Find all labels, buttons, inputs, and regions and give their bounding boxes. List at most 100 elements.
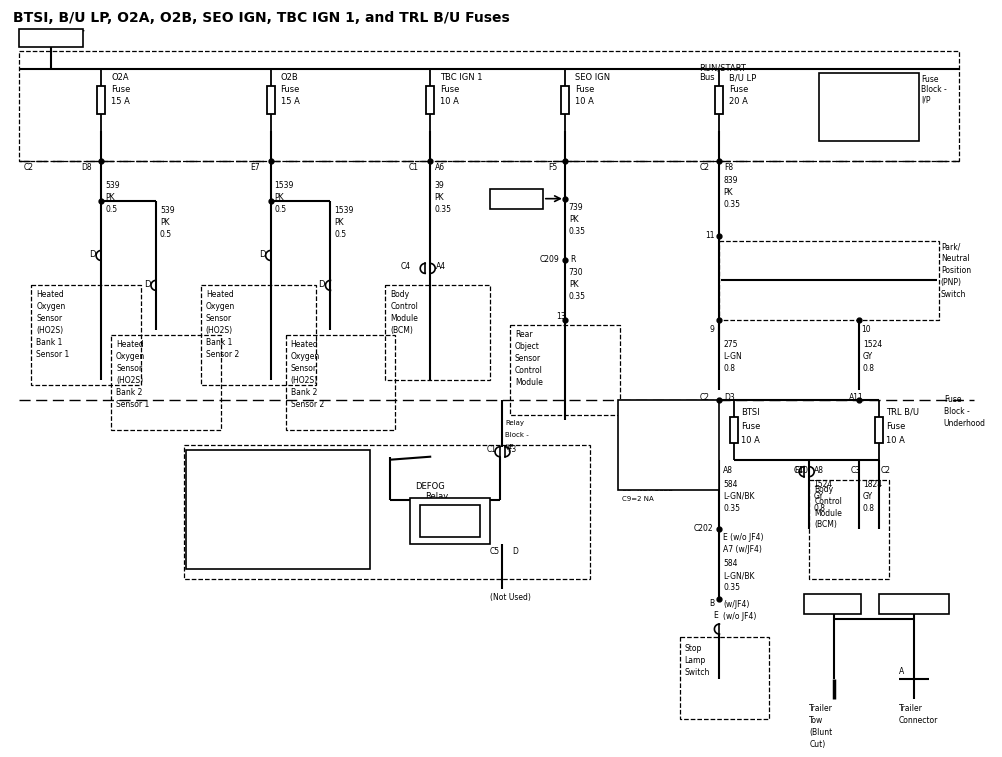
- Text: F3: F3: [507, 445, 516, 453]
- Text: A4: A4: [436, 263, 446, 272]
- Text: 0.5: 0.5: [105, 204, 117, 213]
- Text: L-GN/BK: L-GN/BK: [723, 572, 755, 581]
- Text: D8: D8: [81, 163, 92, 172]
- Text: Module: Module: [391, 314, 418, 323]
- Text: Position: Position: [941, 266, 971, 276]
- Text: Relay: Relay: [425, 491, 449, 500]
- Text: 20 A: 20 A: [729, 97, 748, 106]
- Text: D: D: [512, 547, 518, 556]
- Text: (BCM): (BCM): [391, 326, 413, 335]
- Text: CONN ID: CONN ID: [824, 75, 864, 84]
- Text: Fuse: Fuse: [281, 85, 300, 94]
- Text: Sensor 1: Sensor 1: [116, 400, 149, 409]
- Text: Sensor: Sensor: [291, 364, 317, 373]
- Bar: [810, 480, 889, 579]
- Bar: [286, 335, 396, 430]
- Text: C4=12 BN: C4=12 BN: [824, 117, 864, 126]
- Text: C7=2 BK: C7=2 BK: [621, 475, 652, 481]
- Text: C2: C2: [699, 163, 709, 172]
- Text: C3: C3: [851, 466, 861, 475]
- Text: 0.5: 0.5: [335, 229, 347, 238]
- Text: PK: PK: [335, 217, 344, 226]
- Text: Bus: Bus: [699, 73, 715, 82]
- Text: I/P: I/P: [505, 444, 513, 450]
- Text: Oxygen: Oxygen: [291, 352, 320, 361]
- Text: 539: 539: [160, 206, 174, 215]
- Text: 739: 739: [569, 203, 583, 212]
- Text: Bank 1: Bank 1: [205, 338, 232, 347]
- Text: Switch: Switch: [941, 291, 966, 299]
- Text: Object: Object: [515, 342, 540, 351]
- Text: L-GN/BK: L-GN/BK: [723, 491, 755, 500]
- Bar: [426, 86, 434, 114]
- Bar: [715, 86, 723, 114]
- Text: Trailer: Trailer: [899, 704, 923, 713]
- Text: D: D: [144, 280, 150, 289]
- Bar: [719, 241, 939, 320]
- Text: A8: A8: [815, 466, 824, 475]
- Text: F10: F10: [795, 466, 809, 475]
- Text: C4: C4: [794, 466, 804, 475]
- Text: GY: GY: [814, 491, 824, 500]
- Text: C10=12 NA: C10=12 NA: [190, 556, 231, 562]
- Text: I/P: I/P: [921, 95, 930, 104]
- Text: A7 (w/JF4): A7 (w/JF4): [723, 545, 763, 554]
- Bar: [420, 504, 480, 537]
- Text: 13: 13: [556, 312, 565, 321]
- Text: 0.35: 0.35: [723, 200, 740, 209]
- Text: D: D: [319, 280, 325, 289]
- Text: CONN ID: CONN ID: [190, 453, 227, 463]
- Text: Fuse: Fuse: [111, 85, 130, 94]
- Text: (Not Used): (Not Used): [490, 593, 531, 603]
- Text: PK: PK: [569, 280, 578, 289]
- Text: 0.8: 0.8: [863, 364, 875, 373]
- Text: C3=32 RD: C3=32 RD: [621, 436, 658, 442]
- Text: Sensor: Sensor: [205, 314, 231, 323]
- Text: Connector: Connector: [899, 716, 938, 724]
- Text: w/o VD1: w/o VD1: [884, 597, 916, 606]
- Text: Bank 2: Bank 2: [291, 388, 317, 397]
- Text: C2=6 BK: C2=6 BK: [824, 97, 858, 106]
- Text: (w/o JF4): (w/o JF4): [723, 612, 757, 621]
- Text: Sensor 2: Sensor 2: [291, 400, 324, 409]
- Text: CONN ID: CONN ID: [621, 404, 658, 413]
- Text: C2=68 BK: C2=68 BK: [621, 426, 657, 431]
- Text: Control: Control: [515, 366, 543, 375]
- Text: 0.8: 0.8: [723, 364, 735, 373]
- Text: SEO IGN: SEO IGN: [575, 73, 610, 82]
- Text: Switch: Switch: [684, 668, 709, 677]
- Bar: [184, 445, 590, 579]
- Text: C9=2 NA: C9=2 NA: [621, 496, 653, 502]
- Text: 730: 730: [569, 269, 583, 277]
- Text: 0.8: 0.8: [863, 503, 875, 512]
- Text: C1: C1: [701, 466, 711, 475]
- Text: Body: Body: [815, 484, 834, 494]
- Text: TBC IGN 1: TBC IGN 1: [440, 73, 483, 82]
- Text: (BCM): (BCM): [815, 521, 837, 529]
- Text: C4=6 CM: C4=6 CM: [190, 496, 223, 502]
- Bar: [679, 637, 770, 718]
- Text: Bank 2: Bank 2: [116, 388, 142, 397]
- Text: C2: C2: [881, 466, 891, 475]
- Text: 275: 275: [723, 340, 737, 349]
- Text: F8: F8: [724, 163, 733, 172]
- Text: C5=6 GY: C5=6 GY: [190, 506, 221, 512]
- Text: PK: PK: [723, 188, 733, 197]
- Text: Heated: Heated: [36, 291, 64, 299]
- Text: RUN/START: RUN/START: [23, 30, 85, 40]
- Text: Body: Body: [391, 291, 410, 299]
- Text: TRL B/U: TRL B/U: [886, 408, 919, 417]
- Text: 0.5: 0.5: [275, 204, 287, 213]
- Text: Control: Control: [391, 302, 418, 311]
- Text: GY: GY: [863, 491, 873, 500]
- Bar: [111, 335, 220, 430]
- Text: Fuse: Fuse: [886, 422, 905, 431]
- Text: Rear: Rear: [515, 330, 533, 339]
- Text: C4: C4: [400, 263, 411, 272]
- Text: A8: A8: [723, 466, 733, 475]
- Text: A6: A6: [435, 163, 445, 172]
- Text: w/Z75: w/Z75: [493, 192, 519, 201]
- Text: 0.35: 0.35: [569, 226, 586, 235]
- Text: Fuse: Fuse: [575, 85, 594, 94]
- Bar: [510, 326, 619, 415]
